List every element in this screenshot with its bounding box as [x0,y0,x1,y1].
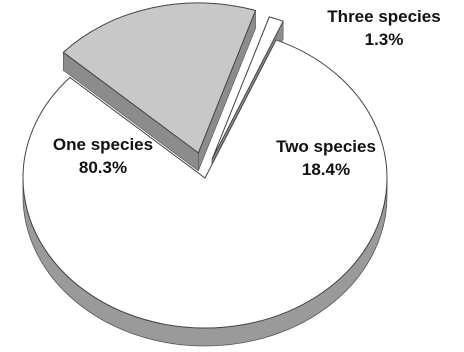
slice-label-one-species: One species [53,135,153,154]
slice-label-three-species: Three species [327,7,440,26]
slice-label-two-species: Two species [276,137,376,156]
pie-tops [22,2,388,329]
slice-two-species [62,2,257,154]
slice-value-one-species: 80.3% [79,158,127,177]
slice-value-two-species: 18.4% [302,160,350,179]
slice-one-species [22,39,388,329]
slice-three-species [211,16,284,160]
slice-value-three-species: 1.3% [365,30,404,49]
